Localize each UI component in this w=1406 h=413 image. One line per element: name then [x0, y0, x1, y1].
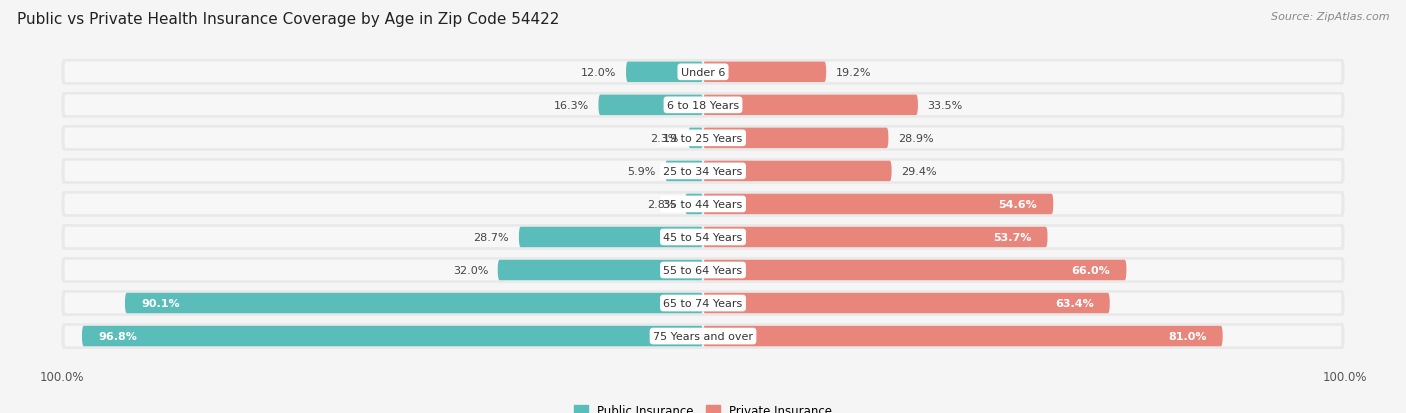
Text: 19.2%: 19.2% [835, 68, 872, 78]
FancyBboxPatch shape [689, 128, 703, 149]
FancyBboxPatch shape [703, 293, 1109, 313]
FancyBboxPatch shape [62, 126, 1344, 152]
Text: Under 6: Under 6 [681, 68, 725, 78]
Text: 65 to 74 Years: 65 to 74 Years [664, 298, 742, 308]
FancyBboxPatch shape [703, 194, 1053, 215]
Text: 19 to 25 Years: 19 to 25 Years [664, 133, 742, 144]
FancyBboxPatch shape [65, 62, 1341, 83]
Text: Public vs Private Health Insurance Coverage by Age in Zip Code 54422: Public vs Private Health Insurance Cover… [17, 12, 560, 27]
Text: 90.1%: 90.1% [141, 298, 180, 308]
FancyBboxPatch shape [703, 326, 1223, 347]
FancyBboxPatch shape [685, 194, 703, 215]
FancyBboxPatch shape [65, 95, 1341, 116]
Text: 75 Years and over: 75 Years and over [652, 331, 754, 341]
Text: 81.0%: 81.0% [1168, 331, 1206, 341]
FancyBboxPatch shape [703, 128, 889, 149]
FancyBboxPatch shape [703, 260, 1126, 280]
FancyBboxPatch shape [82, 326, 703, 347]
Text: 66.0%: 66.0% [1071, 265, 1111, 275]
Text: 29.4%: 29.4% [901, 166, 936, 176]
FancyBboxPatch shape [65, 194, 1341, 215]
FancyBboxPatch shape [62, 192, 1344, 217]
FancyBboxPatch shape [65, 161, 1341, 182]
Text: 63.4%: 63.4% [1054, 298, 1094, 308]
FancyBboxPatch shape [703, 161, 891, 182]
FancyBboxPatch shape [498, 260, 703, 280]
Text: 55 to 64 Years: 55 to 64 Years [664, 265, 742, 275]
Text: 96.8%: 96.8% [98, 331, 136, 341]
Text: 33.5%: 33.5% [928, 101, 963, 111]
FancyBboxPatch shape [703, 62, 827, 83]
Text: 45 to 54 Years: 45 to 54 Years [664, 233, 742, 242]
Text: 6 to 18 Years: 6 to 18 Years [666, 101, 740, 111]
FancyBboxPatch shape [65, 128, 1341, 149]
Text: 25 to 34 Years: 25 to 34 Years [664, 166, 742, 176]
Text: 32.0%: 32.0% [453, 265, 488, 275]
Text: 28.9%: 28.9% [898, 133, 934, 144]
FancyBboxPatch shape [599, 95, 703, 116]
FancyBboxPatch shape [62, 323, 1344, 349]
FancyBboxPatch shape [62, 257, 1344, 283]
Text: 2.8%: 2.8% [647, 199, 675, 209]
FancyBboxPatch shape [62, 225, 1344, 250]
Legend: Public Insurance, Private Insurance: Public Insurance, Private Insurance [569, 399, 837, 413]
FancyBboxPatch shape [703, 95, 918, 116]
Text: 5.9%: 5.9% [627, 166, 655, 176]
FancyBboxPatch shape [519, 227, 703, 248]
Text: 2.3%: 2.3% [650, 133, 679, 144]
Text: 54.6%: 54.6% [998, 199, 1038, 209]
FancyBboxPatch shape [665, 161, 703, 182]
Text: Source: ZipAtlas.com: Source: ZipAtlas.com [1271, 12, 1389, 22]
FancyBboxPatch shape [65, 260, 1341, 280]
Text: 53.7%: 53.7% [993, 233, 1032, 242]
FancyBboxPatch shape [65, 227, 1341, 248]
FancyBboxPatch shape [62, 60, 1344, 85]
Text: 28.7%: 28.7% [474, 233, 509, 242]
FancyBboxPatch shape [62, 159, 1344, 184]
Text: 35 to 44 Years: 35 to 44 Years [664, 199, 742, 209]
Text: 16.3%: 16.3% [554, 101, 589, 111]
FancyBboxPatch shape [65, 293, 1341, 313]
FancyBboxPatch shape [65, 326, 1341, 347]
FancyBboxPatch shape [626, 62, 703, 83]
FancyBboxPatch shape [62, 290, 1344, 316]
FancyBboxPatch shape [125, 293, 703, 313]
FancyBboxPatch shape [703, 227, 1047, 248]
FancyBboxPatch shape [62, 93, 1344, 119]
Text: 12.0%: 12.0% [581, 68, 616, 78]
